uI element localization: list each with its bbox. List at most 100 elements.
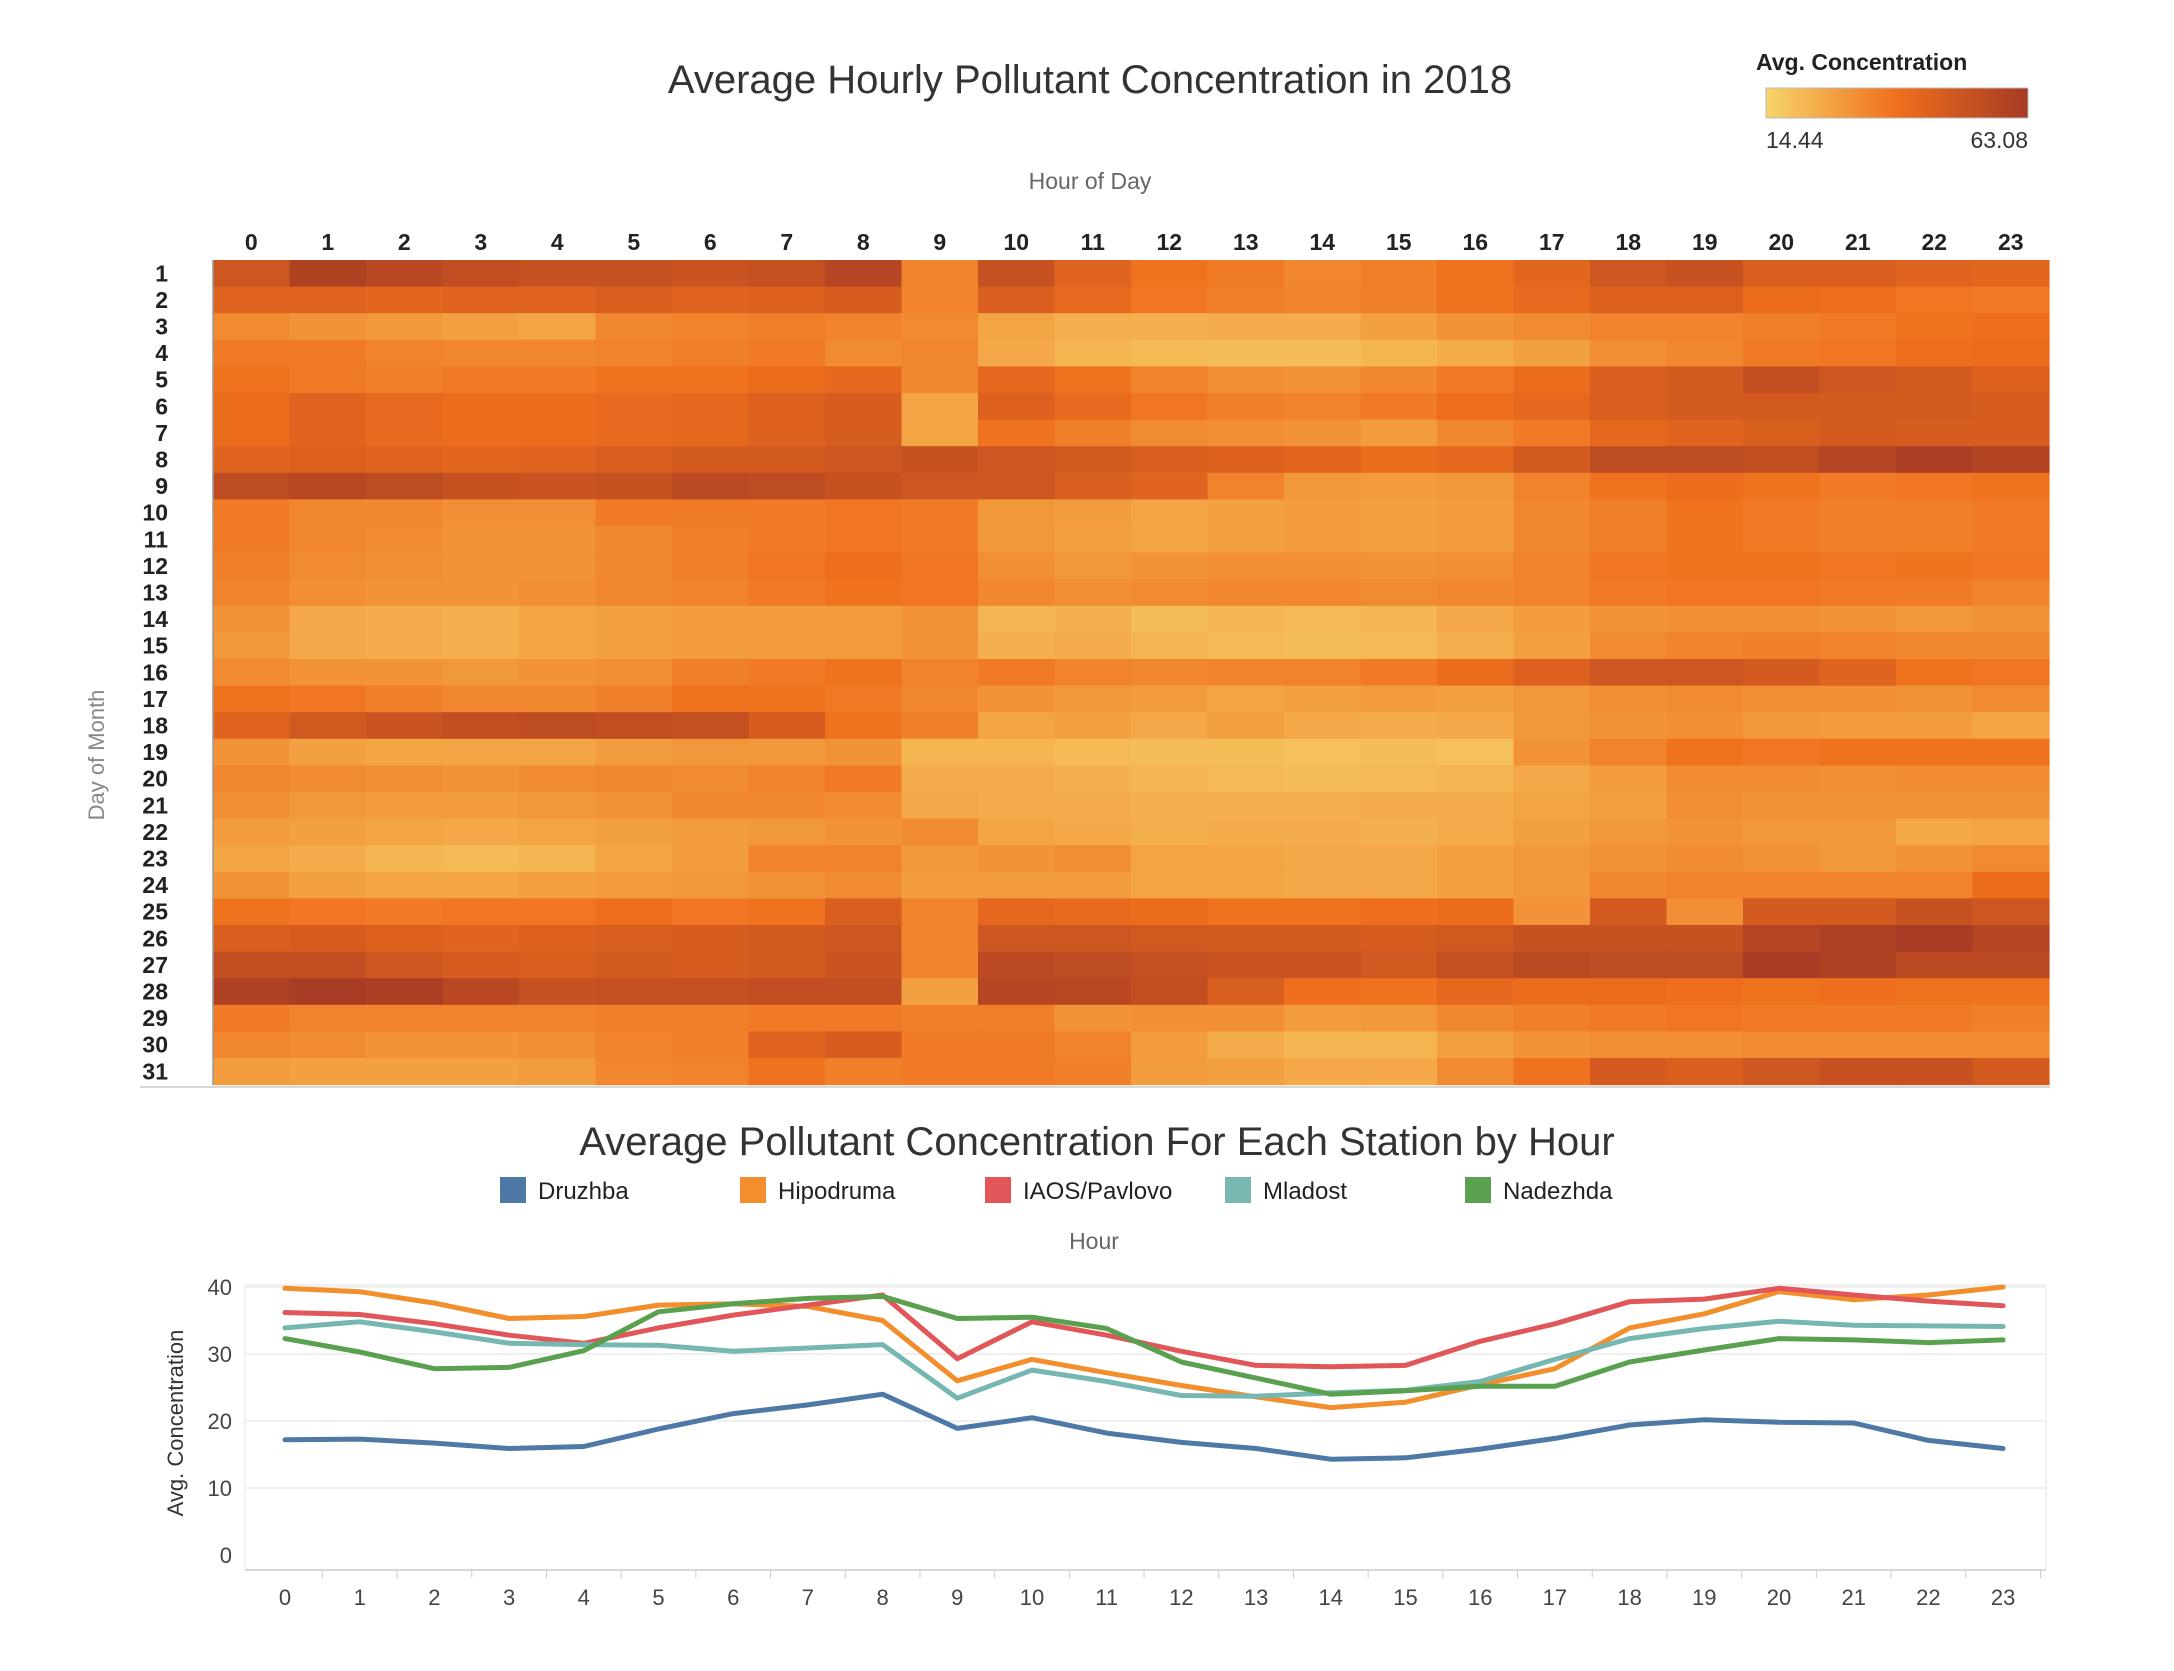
legend-max-label: 63.08 bbox=[1970, 127, 2028, 153]
heatmap-cell bbox=[1360, 446, 1438, 474]
heatmap-cell bbox=[213, 951, 291, 979]
legend-title: Avg. Concentration bbox=[1756, 49, 1967, 75]
heatmap-cell bbox=[595, 366, 673, 394]
heatmap-y-tick-label: 20 bbox=[142, 766, 168, 792]
heatmap-cell bbox=[519, 286, 597, 314]
heatmap-cell bbox=[1896, 925, 1974, 953]
heatmap-cell bbox=[978, 579, 1056, 607]
heatmap-cell bbox=[1513, 925, 1591, 953]
heatmap-cell bbox=[901, 1004, 979, 1032]
heatmap-cell bbox=[1972, 818, 2050, 846]
heatmap-cell bbox=[672, 552, 750, 580]
heatmap-cell bbox=[1666, 659, 1744, 687]
heatmap-cell bbox=[1743, 978, 1821, 1006]
heatmap-x-tick-label: 2 bbox=[398, 229, 411, 255]
heatmap-cell bbox=[1819, 313, 1897, 341]
heatmap-cell bbox=[1131, 898, 1209, 926]
heatmap-cell bbox=[213, 792, 291, 820]
heatmap-cell bbox=[1131, 951, 1209, 979]
heatmap-cell bbox=[978, 366, 1056, 394]
heatmap-y-tick-label: 10 bbox=[142, 500, 168, 526]
heatmap-cell bbox=[1284, 366, 1362, 394]
heatmap-cell bbox=[1207, 659, 1285, 687]
heatmap-cell bbox=[1590, 260, 1668, 288]
heatmap-cell bbox=[1819, 472, 1897, 500]
heatmap-cell bbox=[1590, 579, 1668, 607]
heatmap-cell bbox=[595, 446, 673, 474]
heatmap-cell bbox=[213, 260, 291, 288]
heatmap-cell bbox=[748, 1004, 826, 1032]
heatmap-cell bbox=[825, 1058, 903, 1086]
heatmap-cell bbox=[1666, 951, 1744, 979]
heatmap-cell bbox=[748, 712, 826, 740]
heatmap-cell bbox=[1054, 845, 1132, 873]
heatmap-cell bbox=[1743, 446, 1821, 474]
heatmap-cell bbox=[366, 552, 444, 580]
heatmap-cell bbox=[1284, 951, 1362, 979]
heatmap-cell bbox=[213, 366, 291, 394]
heatmap-cell bbox=[1513, 579, 1591, 607]
heatmap-cell bbox=[1207, 951, 1285, 979]
heatmap-cell bbox=[1896, 499, 1974, 527]
heatmap-cell bbox=[748, 579, 826, 607]
heatmap-cell bbox=[1054, 366, 1132, 394]
heatmap-cell bbox=[442, 898, 520, 926]
heatmap-cell bbox=[1284, 605, 1362, 633]
heatmap-cell bbox=[748, 632, 826, 660]
heatmap-cell bbox=[595, 978, 673, 1006]
heatmap-x-tick-label: 23 bbox=[1998, 229, 2024, 255]
heatmap-cell bbox=[1972, 765, 2050, 793]
heatmap-cell bbox=[672, 898, 750, 926]
heatmap-cell bbox=[1513, 552, 1591, 580]
heatmap-cell bbox=[213, 738, 291, 766]
heatmap-cell bbox=[1590, 925, 1668, 953]
heatmap-cell bbox=[1207, 738, 1285, 766]
heatmap-cell bbox=[213, 818, 291, 846]
legend-min-label: 14.44 bbox=[1766, 127, 1824, 153]
heatmap-cell bbox=[289, 472, 367, 500]
heatmap-cell bbox=[1513, 765, 1591, 793]
heatmap-cell bbox=[748, 871, 826, 899]
heatmap-cell bbox=[289, 339, 367, 367]
legend-swatch-iaos-pavlovo bbox=[985, 1177, 1011, 1203]
heatmap-cell bbox=[1896, 1031, 1974, 1059]
heatmap-cell bbox=[1437, 499, 1515, 527]
heatmap-cell bbox=[1131, 286, 1209, 314]
heatmap-cell bbox=[1972, 738, 2050, 766]
heatmap-cell bbox=[442, 765, 520, 793]
heatmap-cell bbox=[1284, 579, 1362, 607]
heatmap-cell bbox=[825, 792, 903, 820]
heatmap-cell bbox=[1207, 393, 1285, 421]
heatmap-cell bbox=[1896, 845, 1974, 873]
heatmap-cell bbox=[366, 526, 444, 554]
heatmap-cell bbox=[213, 339, 291, 367]
heatmap-y-tick-label: 12 bbox=[142, 553, 168, 579]
heatmap-cell bbox=[519, 579, 597, 607]
heatmap-cell bbox=[442, 313, 520, 341]
heatmap-cell bbox=[1896, 552, 1974, 580]
heatmap-cell bbox=[213, 871, 291, 899]
heatmap-cell bbox=[366, 712, 444, 740]
heatmap-cell bbox=[442, 1031, 520, 1059]
heatmap-cell bbox=[1131, 446, 1209, 474]
heatmap-cell bbox=[1054, 818, 1132, 846]
heatmap-cell bbox=[442, 1058, 520, 1086]
heatmap-cell bbox=[213, 313, 291, 341]
heatmap-cell bbox=[1743, 845, 1821, 873]
heatmap-cell bbox=[1207, 1031, 1285, 1059]
heatmap-cell bbox=[1207, 845, 1285, 873]
heatmap-x-tick-label: 15 bbox=[1386, 229, 1412, 255]
heatmap-cell bbox=[672, 818, 750, 846]
heatmap-cell bbox=[595, 871, 673, 899]
heatmap-cell bbox=[1666, 845, 1744, 873]
heatmap-cell bbox=[1054, 685, 1132, 713]
heatmap-cell bbox=[1743, 1031, 1821, 1059]
heatmap-cell bbox=[1131, 260, 1209, 288]
heatmap-cell bbox=[1666, 419, 1744, 447]
heatmap-cell bbox=[1054, 499, 1132, 527]
heatmap-cell bbox=[1207, 925, 1285, 953]
heatmap-cell bbox=[1972, 579, 2050, 607]
heatmap-cell bbox=[825, 871, 903, 899]
heatmap-cell bbox=[1131, 313, 1209, 341]
heatmap-cell bbox=[1896, 951, 1974, 979]
